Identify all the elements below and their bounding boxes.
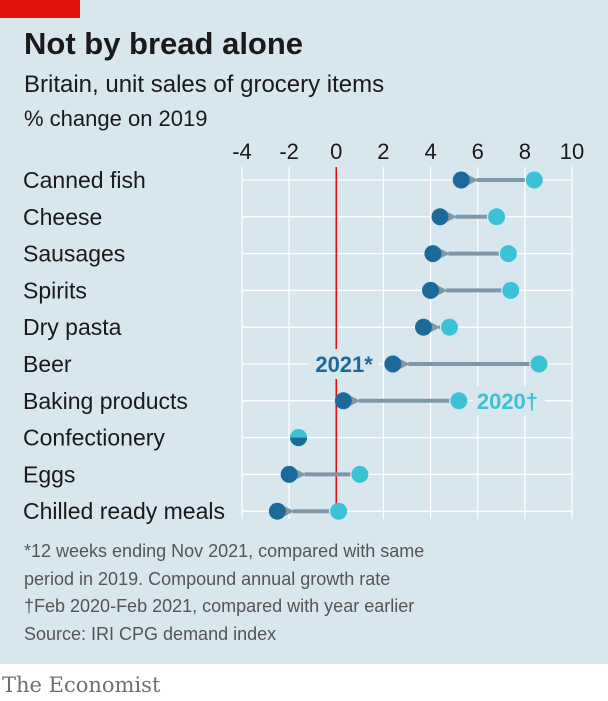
chart-panel xyxy=(0,0,608,664)
series-label-2021: 2021* xyxy=(315,352,373,377)
dot-2021 xyxy=(415,318,432,336)
category-label: Spirits xyxy=(23,277,87,303)
x-tick-label: 0 xyxy=(330,139,342,164)
red-tag-bar xyxy=(0,0,80,18)
x-tick-label: 10 xyxy=(560,139,584,164)
chart-title: Not by bread alone xyxy=(24,26,304,61)
dot-2020 xyxy=(502,281,520,299)
category-label: Cheese xyxy=(23,204,102,230)
category-label: Dry pasta xyxy=(23,314,122,340)
footnote-line: †Feb 2020-Feb 2021, compared with year e… xyxy=(24,596,415,616)
dot-2021 xyxy=(384,355,402,373)
x-tick-label: 6 xyxy=(472,139,484,164)
category-label: Sausages xyxy=(23,241,125,267)
dot-2021 xyxy=(422,281,440,299)
category-label: Confectionery xyxy=(23,425,165,451)
label-background xyxy=(308,349,379,379)
chart-unit-label: % change on 2019 xyxy=(24,106,208,131)
dot-2020 xyxy=(525,171,543,189)
footnote: *12 weeks ending Nov 2021, compared with… xyxy=(24,538,424,648)
dot-2021 xyxy=(431,208,449,226)
category-label: Baking products xyxy=(23,388,188,414)
dot-2020 xyxy=(530,355,548,373)
category-label: Canned fish xyxy=(23,167,146,193)
dot-2021 xyxy=(452,171,470,189)
dot-2020 xyxy=(450,392,468,410)
dot-2021 xyxy=(334,392,352,410)
dot-2021 xyxy=(280,465,298,483)
label-background xyxy=(472,385,545,416)
dot-2020-half xyxy=(290,429,308,438)
footnote-line: period in 2019. Compound annual growth r… xyxy=(24,568,391,589)
dot-arrow-chart: -4 -2 0 2 4 6 8 10 Canned fish Cheese Sausages Spir… xyxy=(23,139,584,524)
dot-2021 xyxy=(290,437,308,447)
brand-logo: The Economist xyxy=(2,673,161,697)
dot-2020 xyxy=(499,245,517,263)
category-label: Eggs xyxy=(23,461,75,487)
x-tick-label: 2 xyxy=(377,139,389,164)
x-tick-label: -2 xyxy=(279,139,299,164)
x-tick-label: 4 xyxy=(424,139,436,164)
chart-subtitle: Britain, unit sales of grocery items xyxy=(24,71,385,98)
category-label: Beer xyxy=(23,351,72,377)
x-tick-label: 8 xyxy=(519,139,531,164)
category-label: Chilled ready meals xyxy=(23,498,225,524)
x-tick-label: -4 xyxy=(232,139,252,164)
dot-2020 xyxy=(440,318,458,336)
footnote-line: *12 weeks ending Nov 2021, compared with… xyxy=(24,541,425,561)
dot-2021 xyxy=(268,502,286,520)
source-line: Source: IRI CPG demand index xyxy=(24,623,277,644)
dot-2020 xyxy=(351,465,369,483)
dot-2021 xyxy=(424,245,442,263)
series-label-2020: 2020† xyxy=(477,389,538,414)
dot-2020 xyxy=(330,502,348,520)
dot-2020 xyxy=(488,208,506,226)
